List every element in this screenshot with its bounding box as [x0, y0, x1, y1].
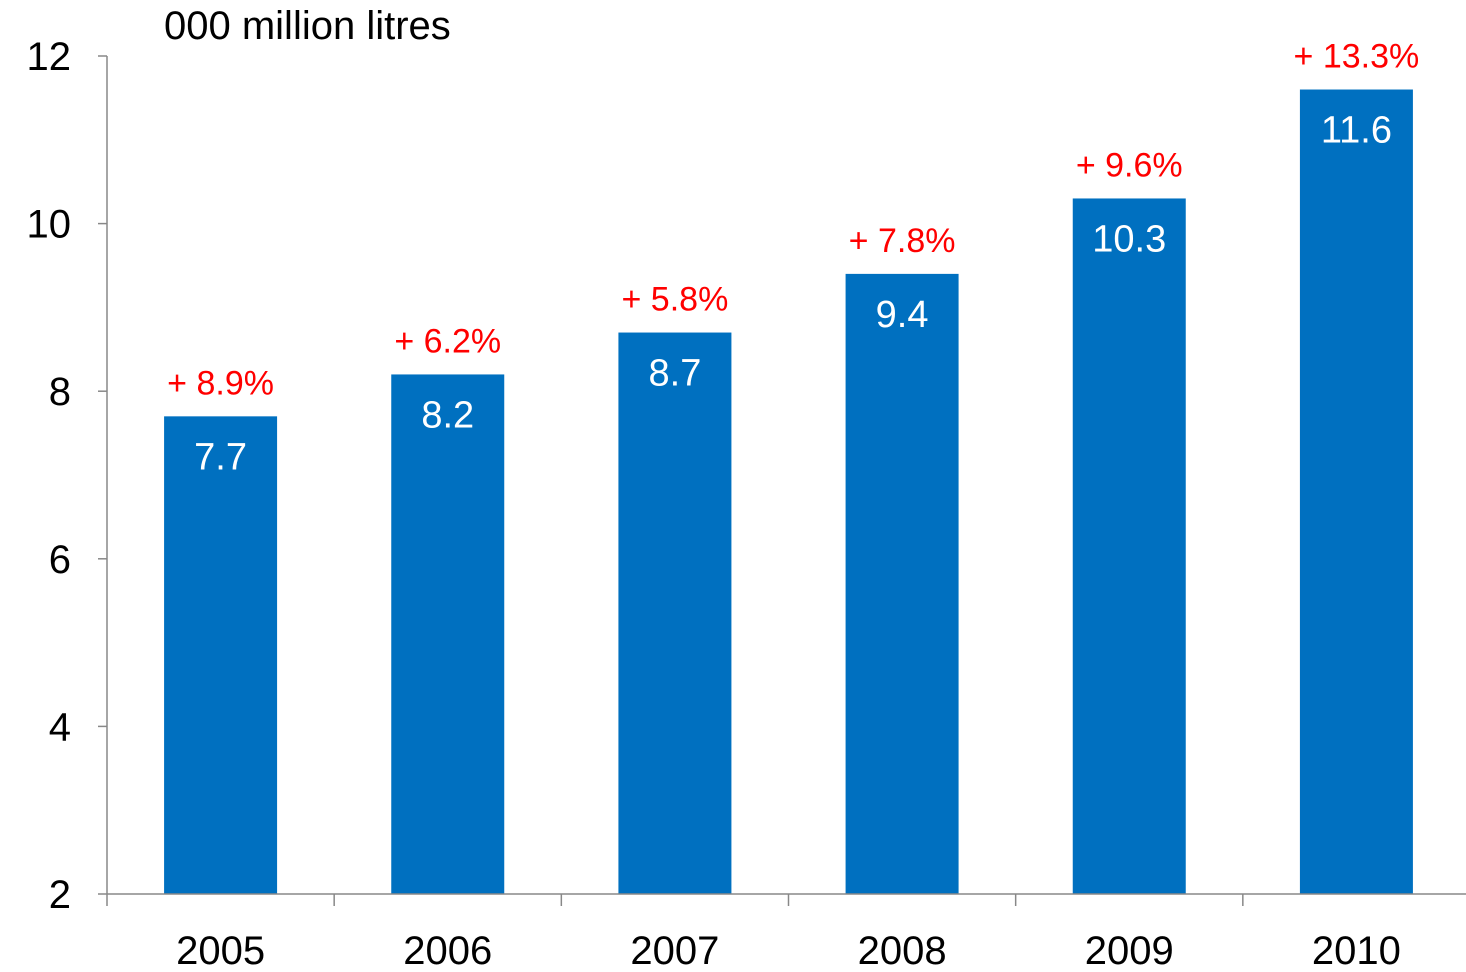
x-tick-label-2010: 2010 [1312, 929, 1401, 972]
growth-label-2008: + 7.8% [849, 222, 956, 260]
growth-label-2005: + 8.9% [167, 364, 274, 402]
unit-label: 000 million litres [164, 4, 451, 48]
y-tick-label: 2 [49, 873, 71, 917]
bars-layer [164, 89, 1413, 894]
bar-2008 [845, 273, 959, 894]
y-tick-label: 12 [27, 35, 72, 79]
growth-label-2007: + 5.8% [622, 281, 729, 319]
x-tick-label-2009: 2009 [1085, 929, 1174, 972]
value-label-2005: 7.7 [194, 436, 247, 478]
bar-2006 [391, 374, 505, 894]
growth-label-2006: + 6.2% [394, 322, 501, 360]
growth-label-2009: + 9.6% [1076, 146, 1183, 184]
value-label-2006: 8.2 [421, 394, 474, 436]
growth-label-2010: + 13.3% [1294, 38, 1420, 76]
value-label-2007: 8.7 [649, 353, 702, 395]
bar-2010 [1299, 89, 1413, 894]
x-tick-label-2006: 2006 [403, 929, 492, 972]
y-tick-label: 6 [49, 538, 71, 582]
axes-layer: 2 4 6 8 10 12 2005 2006 2007 2008 2009 2010 [27, 35, 1466, 972]
value-label-2010: 11.6 [1321, 110, 1392, 152]
y-tick-label: 8 [49, 370, 71, 414]
x-tick-label-2008: 2008 [858, 929, 947, 972]
value-label-2009: 10.3 [1092, 218, 1166, 260]
bar-2005 [164, 416, 278, 894]
y-tick-label: 10 [27, 203, 72, 247]
labels-layer: 7.7 + 8.9% 8.2 + 6.2% 8.7 + 5.8% 9.4 + 7.8% 10.3… [167, 38, 1419, 479]
x-tick-label-2007: 2007 [630, 929, 719, 972]
bar-2009 [1072, 198, 1186, 894]
x-tick-label-2005: 2005 [176, 929, 265, 972]
y-tick-label: 4 [49, 705, 71, 749]
value-label-2008: 9.4 [876, 294, 929, 336]
bar-2007 [618, 332, 732, 894]
